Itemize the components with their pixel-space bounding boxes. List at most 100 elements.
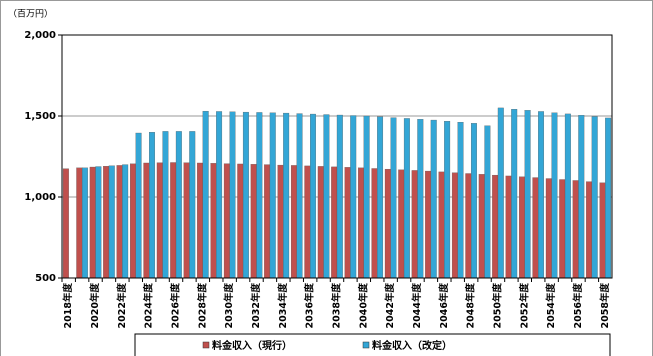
legend-label: 料金収入（改定） [372,339,452,352]
bar [545,178,552,279]
bar [242,111,249,279]
bar [129,163,136,279]
x-tick-label: 2056年度 [572,283,584,329]
bar [605,117,612,279]
bar [591,116,598,279]
bar [519,176,525,279]
bar [336,114,343,279]
bar [532,177,539,279]
bar [149,132,155,279]
bar [358,167,364,279]
bar [323,114,330,279]
x-tick-label: 2050年度 [491,283,503,329]
bar [162,131,169,279]
bar [572,180,579,279]
bar [470,123,477,279]
x-tick-label: 2044年度 [411,283,423,329]
bar [538,111,545,279]
bar [183,162,190,279]
legend-swatch [362,341,370,349]
bar [551,112,558,279]
bar [317,166,324,279]
bar [197,162,204,279]
bar [578,115,585,279]
x-tick-label: 2018年度 [62,283,74,329]
x-tick-label: 2054年度 [545,283,557,329]
bar [277,164,284,279]
bar [465,173,472,279]
bar [511,109,518,279]
legend-swatch [202,341,210,349]
bar [564,113,571,279]
bar [175,131,182,279]
bar [189,131,196,279]
bar [331,166,338,279]
bar [403,118,410,279]
bar [95,166,102,279]
bar [76,167,83,279]
bar [559,179,566,279]
bar [586,181,593,279]
bar [363,115,370,279]
y-tick-label: 1,000 [24,192,56,203]
legend-label: 料金収入（現行） [212,339,292,352]
y-tick-label: 2,000 [24,30,56,41]
bar [296,113,303,279]
legend-box [134,333,611,356]
bar [122,164,129,279]
bar [417,119,424,279]
bar [484,125,491,279]
x-tick-label: 2038年度 [331,283,343,329]
bar [250,164,257,279]
bar [264,164,271,279]
bar [505,175,512,279]
x-tick-label: 2036年度 [304,283,316,329]
plot-frame [61,34,613,279]
bar [344,167,351,279]
y-tick-label: 500 [35,273,56,284]
bar [237,163,244,279]
x-tick-label: 2032年度 [250,283,262,329]
bar [497,107,504,279]
bar [398,169,405,279]
x-tick-label: 2052年度 [518,283,530,329]
bar [135,132,142,279]
x-tick-label: 2022年度 [116,283,128,329]
bar [229,111,236,279]
bar [108,165,115,279]
unit-label: （百万円） [8,9,53,20]
bar [210,163,217,279]
bar [256,112,263,279]
x-tick-label: 2048年度 [465,283,477,329]
x-tick-label: 2046年度 [438,283,450,329]
bar [492,174,499,279]
bar [202,110,209,279]
bar [223,163,230,279]
x-tick-label: 2020年度 [89,283,101,329]
bar [283,112,290,279]
bar [116,165,123,279]
y-tick-label: 1,500 [24,111,56,122]
x-tick-label: 2024年度 [143,283,155,329]
bar [62,168,69,279]
legend: 料金収入（現行） 料金収入（改定） [134,333,611,356]
bar [478,174,485,279]
bar [599,182,606,279]
x-tick-label: 2030年度 [223,283,235,329]
bar [156,162,163,279]
bar [304,165,311,279]
bar [269,112,276,279]
bar [444,121,451,279]
bar [89,166,96,279]
bar [384,168,391,279]
bar [425,170,432,279]
x-tick-label: 2026年度 [170,283,182,329]
bar [350,115,357,279]
bar [524,110,531,279]
x-tick-label: 2058年度 [599,283,611,329]
x-tick-label: 2042年度 [384,283,396,329]
bar [430,119,437,279]
bar [390,117,397,279]
bar [290,165,297,279]
